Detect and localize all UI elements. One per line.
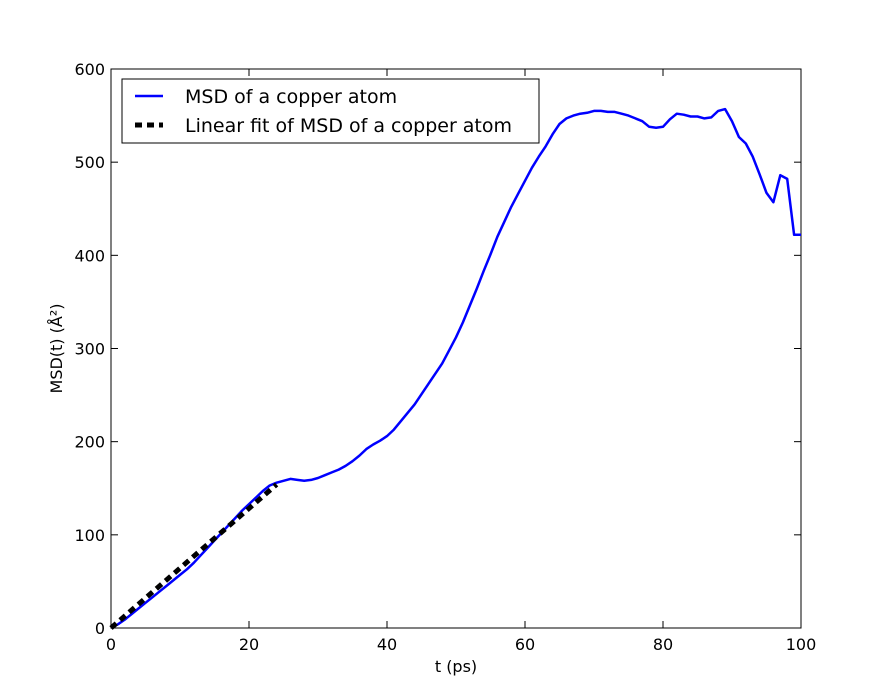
ticks-layer: 0 20 40 60 80 100 0 100 200 300 400 500 600: [74, 60, 816, 654]
y-tick-label: 200: [74, 433, 105, 452]
x-tick-label: 60: [515, 635, 535, 654]
series-layer: [109, 107, 801, 630]
x-tick-label: 0: [106, 635, 116, 654]
y-tick-label: 300: [74, 340, 105, 359]
labels-layer: t (ps) MSD(t) (Å²): [47, 304, 477, 676]
y-tick-label: 400: [74, 246, 105, 265]
series-line-linear-fit: [109, 482, 279, 630]
x-tick-label: 40: [377, 635, 397, 654]
series-line-msd: [110, 107, 801, 630]
axes-frame: [110, 68, 802, 629]
legend-label-msd: MSD of a copper atom: [185, 86, 397, 108]
x-tick-label: 100: [786, 635, 817, 654]
y-tick-label: 0: [95, 619, 105, 638]
y-tick-label: 500: [74, 153, 105, 172]
x-tick-label: 80: [653, 635, 673, 654]
y-tick-label: 100: [74, 526, 105, 545]
x-tick-label: 20: [239, 635, 259, 654]
legend-label-linear-fit: Linear fit of MSD of a copper atom: [185, 115, 512, 137]
plot-area-border: [110, 68, 802, 629]
x-axis-label: t (ps): [435, 657, 477, 676]
y-axis-label: MSD(t) (Å²): [47, 304, 66, 394]
y-tick-label: 600: [74, 60, 105, 79]
legend: MSD of a copper atom Linear fit of MSD o…: [121, 78, 540, 144]
legend-box: [121, 78, 540, 144]
